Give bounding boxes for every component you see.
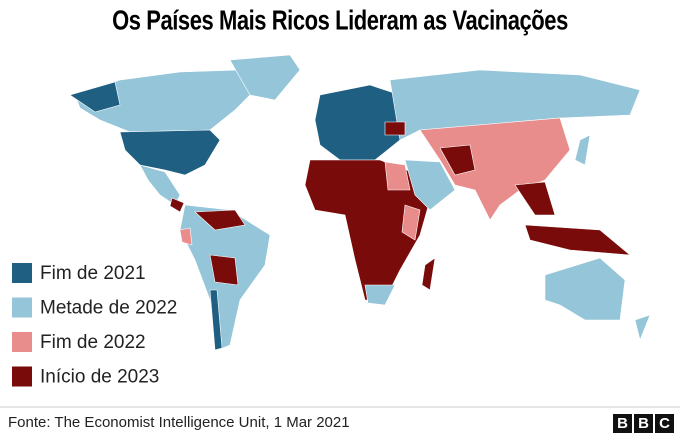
logo-letter: C [659,415,670,432]
region [419,117,571,221]
source: Fonte: The Economist Intelligence Unit, … [8,414,350,431]
region [634,314,651,341]
legend-label: Fim de 2021 [40,263,146,284]
region [524,224,631,256]
region [384,121,406,136]
region [421,257,436,291]
legend-swatch [12,366,32,387]
legend-swatch [12,263,32,283]
region [544,257,626,321]
region [364,284,396,306]
world-map [69,54,651,351]
region [119,129,221,176]
region [179,227,193,246]
region [574,134,591,166]
logo-box [634,414,653,433]
legend-swatch [12,297,32,318]
region [74,69,256,133]
logo-letter: B [638,415,649,432]
region [514,181,556,216]
region [209,254,239,286]
region [169,197,185,213]
region [401,204,421,241]
legend-label: Metade de 2022 [40,298,177,319]
region [194,209,246,231]
region [439,144,476,176]
logo-box [613,414,632,433]
logo-box [655,414,674,433]
region [69,81,121,113]
region [389,69,641,141]
region [209,289,223,351]
region [229,54,301,101]
legend-swatch [12,332,32,352]
logo-letter: B [617,415,628,432]
legend-label: Início de 2023 [40,367,159,388]
legend-label: Fim de 2022 [40,332,146,353]
title: Os Países Mais Ricos Lideram as Vacinaçõ… [112,5,568,36]
region [384,161,411,191]
region [404,159,456,211]
legend: Fim de 2021 Metade de 2022 Fim de 2022 Iníc… [12,263,177,388]
